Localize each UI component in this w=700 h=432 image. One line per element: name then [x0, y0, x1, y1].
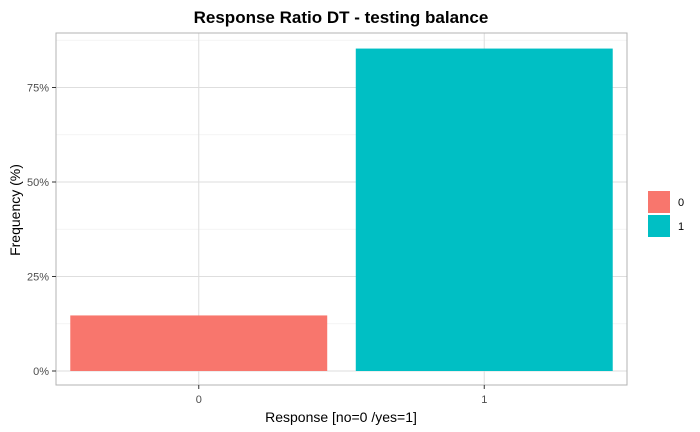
panel-border — [55, 32, 628, 386]
x-axis-label: Response [no=0 /yes=1] — [265, 409, 417, 425]
y-tick-label: 75% — [27, 83, 49, 95]
bar-0 — [70, 315, 328, 371]
legend-label: 1 — [678, 221, 684, 233]
x-tick-label: 1 — [481, 394, 487, 406]
bars — [70, 48, 613, 371]
legend: 01 — [648, 191, 684, 237]
x-tick-label: 0 — [196, 394, 202, 406]
y-axis-ticks: 0% 25% 50% 75% — [27, 83, 56, 378]
chart-title: Response Ratio DT - testing balance — [194, 8, 489, 27]
y-tick-label: 50% — [27, 177, 49, 189]
bar-1 — [355, 48, 613, 371]
legend-label: 0 — [678, 197, 684, 209]
legend-key-1 — [648, 215, 670, 237]
y-tick-label: 25% — [27, 272, 49, 284]
legend-key-0 — [648, 191, 670, 213]
y-tick-label: 0% — [33, 366, 49, 378]
y-axis-label: Frequency (%) — [7, 164, 23, 256]
